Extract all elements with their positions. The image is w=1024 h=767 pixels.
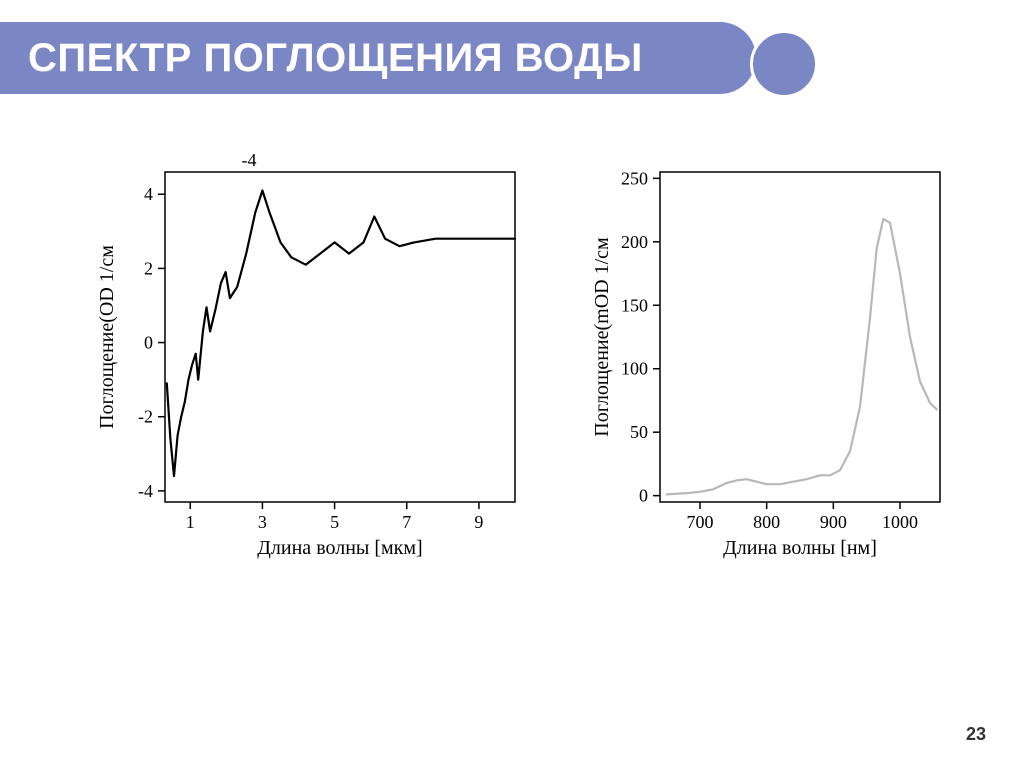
svg-text:250: 250 [621,168,648,188]
svg-text:Поглощение(mOD 1/см: Поглощение(mOD 1/см [591,237,613,437]
page-number: 23 [966,724,986,745]
svg-text:700: 700 [687,512,714,532]
svg-text:1: 1 [186,512,195,532]
svg-text:4: 4 [144,184,153,204]
svg-text:9: 9 [474,512,483,532]
svg-text:900: 900 [820,512,847,532]
svg-text:1000: 1000 [882,512,918,532]
svg-text:Длина волны [мкм]: Длина волны [мкм] [257,537,422,559]
accent-circle [750,30,818,98]
title-bar: СПЕКТР ПОГЛОЩЕНИЯ ВОДЫ [0,18,760,98]
svg-text:0: 0 [144,333,153,353]
svg-text:-2: -2 [138,407,153,427]
svg-text:7: 7 [402,512,411,532]
svg-text:150: 150 [621,295,648,315]
svg-text:200: 200 [621,232,648,252]
svg-text:Поглощение(OD 1/см: Поглощение(OD 1/см [96,245,118,429]
svg-text:800: 800 [753,512,780,532]
svg-text:100: 100 [621,359,648,379]
svg-text:3: 3 [258,512,267,532]
svg-text:Длина волны [нм]: Длина волны [нм] [723,537,877,559]
slide-title: СПЕКТР ПОГЛОЩЕНИЯ ВОДЫ [28,36,643,81]
svg-text:-4: -4 [242,150,257,170]
svg-text:0: 0 [639,486,648,506]
svg-text:5: 5 [330,512,339,532]
svg-text:50: 50 [630,422,648,442]
svg-text:-4: -4 [138,481,153,501]
chart-left: 1 3 5 7 9 -4 -2 0 2 4 -4 Длина волны [мкм] Поглощени… [70,150,540,585]
charts-container: 1 3 5 7 9 -4 -2 0 2 4 -4 Длина волны [мкм] Поглощени… [70,150,960,585]
chart-right: 700 800 900 1000 0 50 100 150 200 250 Длина волны … [560,150,960,585]
svg-text:2: 2 [144,258,153,278]
